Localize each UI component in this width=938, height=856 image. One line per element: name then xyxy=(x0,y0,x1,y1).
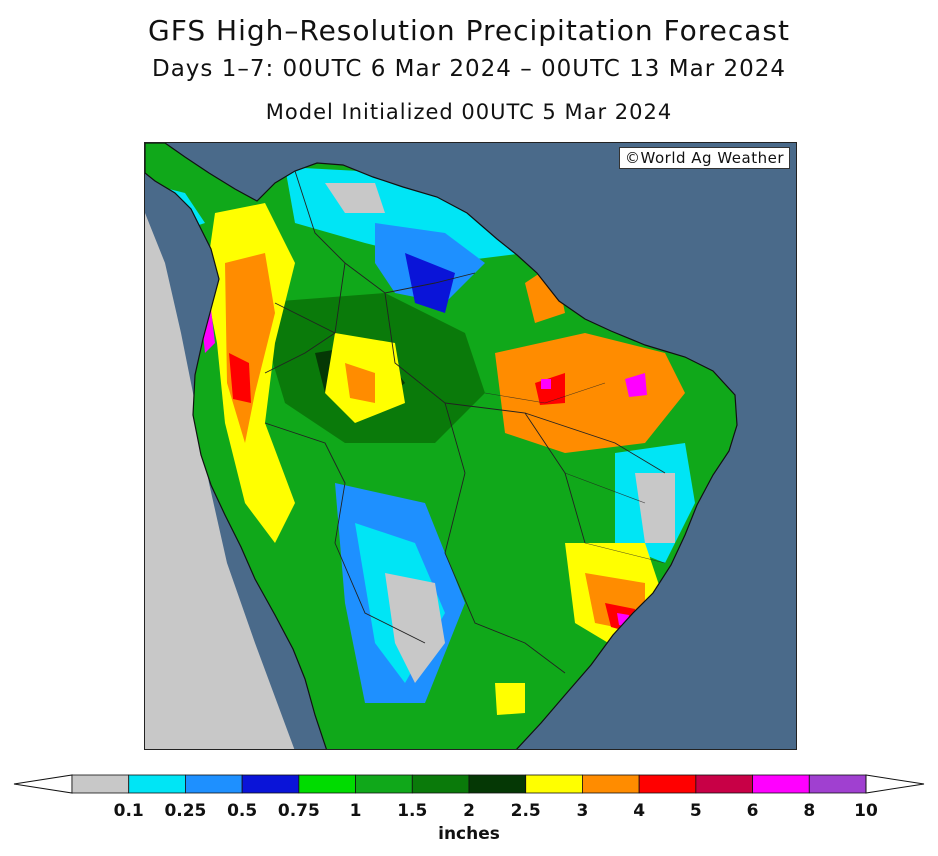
colorbar-swatch xyxy=(695,774,753,794)
colorbar-swatch xyxy=(355,774,413,794)
precip-central-4in xyxy=(345,363,375,403)
colorbar-tick-label: 8 xyxy=(803,801,816,821)
colorbar-tick-label: 10 xyxy=(854,801,878,821)
precip-maranhao-8in xyxy=(625,373,647,397)
colorbar-swatch xyxy=(185,774,243,794)
colorbar-swatch xyxy=(241,774,300,794)
south-america-west-coast xyxy=(145,213,295,749)
precip-south-brazil-3in xyxy=(495,683,525,715)
colorbar-swatch xyxy=(525,774,583,794)
colorbar-tick-label: 4 xyxy=(633,801,646,821)
precip-andes-5in xyxy=(229,353,251,403)
country-borders xyxy=(264,170,666,674)
precipitation-map: ©World Ag Weather xyxy=(144,142,797,750)
colorbar-tick-label: 0.1 xyxy=(113,801,144,821)
colorbar-tick-label: 5 xyxy=(689,801,702,821)
colorbar-tick-label: 2 xyxy=(463,801,475,821)
colorbar-swatch xyxy=(298,774,356,794)
precip-guianas-core xyxy=(405,253,455,313)
dry-chaco xyxy=(385,573,445,683)
colorbar-units: inches xyxy=(438,824,500,844)
dry-east-brazil xyxy=(635,473,675,543)
dry-caribbean-coast xyxy=(325,183,385,213)
state-borders xyxy=(484,382,666,564)
colorbar-right-arrow xyxy=(865,774,925,794)
colorbar-swatch xyxy=(752,774,810,794)
map-title: GFS High–Resolution Precipitation Foreca… xyxy=(148,14,790,47)
colorbar-tick-label: 1.5 xyxy=(397,801,428,821)
colorbar-tick-label: 0.75 xyxy=(277,801,320,821)
colorbar-swatch xyxy=(638,774,697,794)
credit-label: ©World Ag Weather xyxy=(619,147,790,169)
precip-northeast-8in xyxy=(541,379,551,389)
map-graphic xyxy=(145,143,796,749)
colorbar-swatch xyxy=(468,774,527,794)
colorbar-tick-label: 0.5 xyxy=(227,801,258,821)
model-init-time: Model Initialized 00UTC 5 Mar 2024 xyxy=(265,100,673,124)
colorbar-swatch xyxy=(582,774,640,794)
colorbar-swatch xyxy=(411,774,470,794)
colorbar-tick-label: 1 xyxy=(349,801,362,821)
precip-northeast-4in xyxy=(495,333,685,453)
precip-colorbar xyxy=(13,774,925,794)
colorbar-swatch xyxy=(71,774,130,794)
colorbar-tick-label: 3 xyxy=(576,801,589,821)
colorbar-tick-label: 2.5 xyxy=(510,801,541,821)
colorbar-swatch xyxy=(808,774,867,794)
colorbar-tick-label: 0.25 xyxy=(164,801,207,821)
colorbar-left-arrow xyxy=(13,774,73,794)
colorbar-tick-label: 6 xyxy=(746,801,759,821)
colorbar-swatch xyxy=(128,774,186,794)
forecast-period: Days 1–7: 00UTC 6 Mar 2024 – 00UTC 13 Ma… xyxy=(151,56,786,82)
